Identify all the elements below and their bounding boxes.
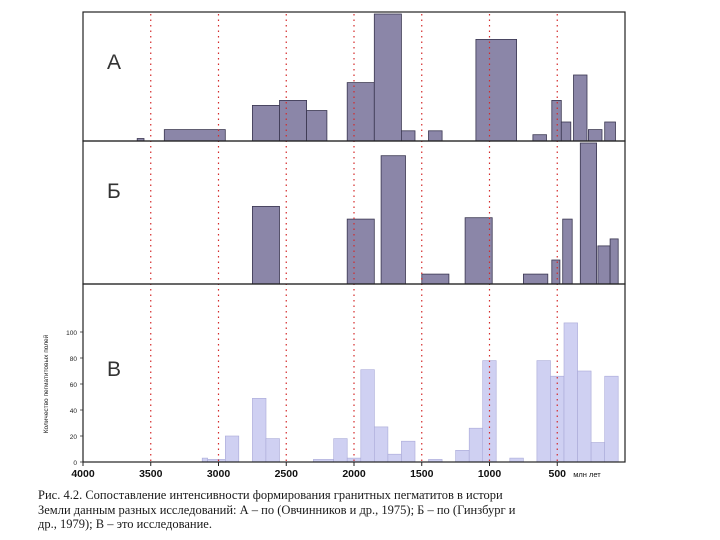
bar-А-14 (588, 129, 603, 142)
bar-Б-9 (597, 245, 611, 285)
bar-А-2 (251, 105, 280, 142)
x-tick-label-0: 4000 (71, 468, 95, 480)
bar-А-15 (604, 121, 616, 142)
bar-А-9 (475, 39, 517, 142)
bar-В-20 (577, 370, 592, 463)
x-tick-label-4: 2000 (342, 468, 366, 480)
bar-В-22 (604, 375, 619, 463)
caption-line-1: Рис. 4.2. Сопоставление интенсивности фо… (38, 488, 503, 502)
bar-А-11 (551, 100, 562, 142)
figure-caption: Рис. 4.2. Сопоставление интенсивности фо… (38, 488, 678, 532)
y-tick-label-3: 60 (70, 382, 78, 389)
y-tick-label-5: 100 (66, 330, 77, 337)
bar-А-1 (163, 129, 226, 142)
x-tick-label-1: 3500 (139, 468, 163, 480)
bar-В-4 (265, 438, 280, 463)
caption-line-3: др., 1979); В – это исследование. (38, 517, 212, 531)
bar-А-10 (532, 134, 547, 142)
bar-Б-4 (464, 217, 493, 285)
bar-А-8 (428, 130, 443, 142)
bar-В-17 (536, 360, 551, 463)
y-tick-label-2: 40 (70, 408, 78, 415)
bar-В-13 (455, 449, 470, 463)
bar-В-6 (333, 438, 348, 463)
y-axis-label: Количество пегматитовых полей (42, 334, 50, 433)
bar-Б-5 (523, 273, 549, 285)
bar-В-9 (373, 426, 389, 463)
bar-В-3 (252, 397, 267, 463)
bar-В-19 (563, 322, 578, 463)
x-tick-label-7: 500 (548, 468, 566, 480)
bar-А-3 (279, 100, 308, 142)
x-tick-label-3: 2500 (275, 468, 299, 480)
y-tick-label-4: 80 (70, 356, 78, 363)
bar-А-5 (346, 82, 375, 142)
bar-В-21 (590, 442, 605, 463)
panel-label-2: В (107, 358, 121, 381)
bar-Б-2 (380, 155, 406, 285)
bar-Б-10 (609, 238, 619, 285)
bar-В-11 (401, 440, 416, 463)
panel-label-1: Б (107, 180, 121, 203)
x-tick-label-5: 1500 (410, 468, 434, 480)
x-tick-label-6: 1000 (478, 468, 502, 480)
bar-В-10 (387, 453, 402, 463)
bar-Б-3 (421, 273, 450, 285)
caption-line-2: Земли данным разных исследований: А – по… (38, 502, 516, 517)
bar-Б-0 (251, 205, 280, 285)
y-tick-label-0: 0 (73, 460, 77, 467)
pegmatite-chart: А Б В 0 20 40 60 80 100 Количество пегматитовых п… (42, 11, 626, 480)
y-tick-label-1: 20 (70, 434, 78, 441)
bar-А-6 (373, 13, 402, 142)
x-tick-label-2: 3000 (207, 468, 231, 480)
bar-Б-7 (562, 218, 573, 285)
bar-А-7 (400, 130, 416, 142)
bar-Б-1 (346, 218, 375, 285)
bar-А-12 (560, 121, 572, 142)
bar-Б-6 (551, 259, 561, 285)
bar-В-14 (468, 427, 484, 463)
bar-В-2 (225, 435, 240, 463)
bar-А-4 (306, 110, 328, 142)
panel-label-0: А (107, 51, 121, 74)
x-axis-label: млн лет (573, 470, 601, 479)
bar-В-8 (360, 369, 375, 463)
bar-А-13 (573, 74, 588, 142)
bar-Б-8 (579, 142, 597, 285)
